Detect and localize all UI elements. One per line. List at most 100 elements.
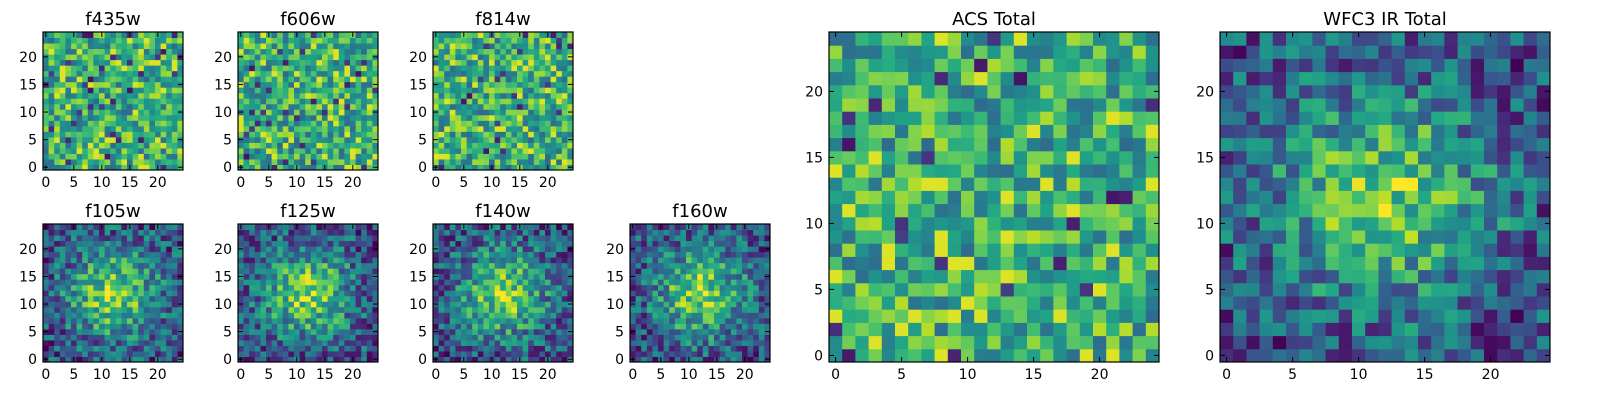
heatmap-cell [646, 229, 653, 236]
heatmap-cell [708, 279, 715, 286]
heatmap-cell [641, 279, 648, 286]
heatmap-cell [361, 131, 368, 138]
heatmap-cell [663, 290, 670, 297]
heatmap-cell [104, 240, 111, 247]
axes-frame [432, 223, 574, 363]
heatmap-cell [171, 153, 178, 160]
heatmap-cell [725, 312, 732, 319]
heatmap-cell [494, 37, 501, 44]
heatmap-cell [433, 345, 440, 352]
heatmap-cell [322, 37, 329, 44]
heatmap-cell [646, 334, 653, 341]
heatmap-cell [48, 356, 55, 363]
heatmap-cell [635, 279, 642, 286]
heatmap-cell [550, 273, 557, 280]
heatmap-cell [65, 131, 72, 138]
heatmap-cell [561, 323, 568, 330]
heatmap-cell [338, 48, 345, 55]
heatmap-cell [449, 345, 456, 352]
heatmap-cell [881, 150, 896, 165]
heatmap-cell [54, 54, 61, 61]
heatmap-cell [489, 81, 496, 88]
heatmap-cell [361, 120, 368, 127]
heatmap-cell [444, 37, 451, 44]
heatmap-cell [350, 87, 357, 94]
heatmap-cell [277, 158, 284, 165]
x-tick-label: 10 [483, 367, 501, 383]
heatmap-cell [719, 339, 726, 346]
heatmap-cell [249, 317, 256, 324]
heatmap-cell [477, 103, 484, 110]
heatmap-cell [714, 262, 721, 269]
heatmap-cell [366, 284, 373, 291]
heatmap-cell [366, 147, 373, 154]
heatmap-cell [149, 131, 156, 138]
x-tick-label: 0 [41, 367, 50, 383]
heatmap-cell [725, 339, 732, 346]
heatmap-cell [702, 279, 709, 286]
heatmap-cell [556, 76, 563, 83]
heatmap-cell [669, 246, 676, 253]
heatmap-cell [115, 147, 122, 154]
heatmap-cell [48, 279, 55, 286]
heatmap-cell [87, 131, 94, 138]
heatmap-cell [65, 328, 72, 335]
heatmap-cell [282, 114, 289, 121]
heatmap-cell [166, 142, 173, 149]
heatmap-cell [87, 70, 94, 77]
heatmap-cell [758, 235, 765, 242]
heatmap-cell [483, 76, 490, 83]
heatmap-cell [65, 224, 72, 231]
heatmap-cell [110, 37, 117, 44]
heatmap-cell [528, 164, 535, 171]
heatmap-cell [708, 306, 715, 313]
heatmap-cell [550, 290, 557, 297]
heatmap-cell [545, 103, 552, 110]
heatmap-cell [54, 98, 61, 105]
heatmap-cell [305, 301, 312, 308]
heatmap-cell [322, 147, 329, 154]
heatmap-cell [829, 164, 843, 178]
heatmap-cell [691, 262, 698, 269]
heatmap-cell [517, 120, 524, 127]
heatmap-cell [505, 284, 512, 291]
heatmap-cell [438, 273, 445, 280]
heatmap-cell [299, 246, 306, 253]
heatmap-cell [333, 279, 340, 286]
heatmap-cell [93, 153, 100, 160]
heatmap-cell [1132, 322, 1147, 337]
heatmap-cell [149, 147, 156, 154]
heatmap-cell [238, 312, 245, 319]
heatmap-cell [500, 268, 507, 275]
heatmap-cell [539, 284, 546, 291]
heatmap-cell [138, 279, 145, 286]
heatmap-cell [483, 158, 490, 165]
heatmap-cell [449, 158, 456, 165]
heatmap-cell [641, 290, 648, 297]
x-tick-label: 0 [236, 367, 245, 383]
heatmap-cell [372, 158, 379, 165]
heatmap-cell [366, 32, 373, 39]
heatmap-cell [171, 328, 178, 335]
heatmap-cell [166, 103, 173, 110]
heatmap-cell [528, 43, 535, 50]
heatmap-cell [366, 65, 373, 72]
heatmap-cell [489, 350, 496, 357]
heatmap-cell [59, 334, 66, 341]
heatmap-cell [477, 109, 484, 116]
heatmap-cell [505, 334, 512, 341]
heatmap-cell [294, 147, 301, 154]
heatmap-cell [444, 317, 451, 324]
heatmap-cell [1079, 216, 1094, 231]
heatmap-cell [316, 345, 323, 352]
heatmap-cell [48, 290, 55, 297]
heatmap-cell [1027, 230, 1041, 244]
heatmap-cell [299, 350, 306, 357]
heatmap-cell [517, 59, 524, 66]
heatmap-cell [160, 142, 167, 149]
heatmap-cell [702, 229, 709, 236]
heatmap-cell [511, 224, 518, 231]
heatmap-cell [361, 273, 368, 280]
heatmap-cell [444, 251, 451, 258]
heatmap-cell [59, 312, 66, 319]
